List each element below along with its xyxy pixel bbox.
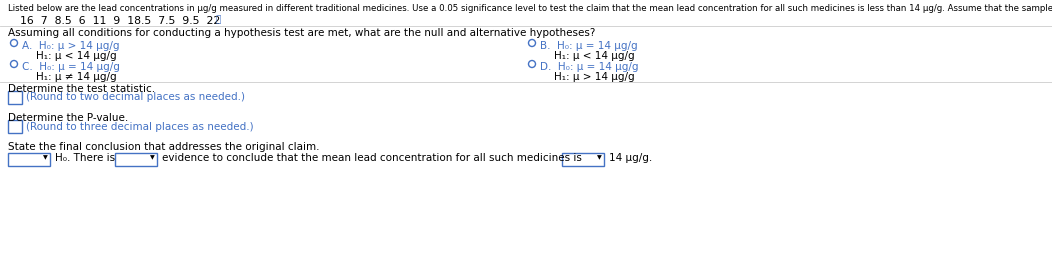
Text: D.  H₀: μ = 14 μg/g: D. H₀: μ = 14 μg/g — [540, 62, 639, 72]
Text: H₁: μ < 14 μg/g: H₁: μ < 14 μg/g — [36, 51, 117, 61]
FancyBboxPatch shape — [8, 153, 50, 166]
Text: Determine the P-value.: Determine the P-value. — [8, 113, 128, 123]
Text: A.  H₀: μ > 14 μg/g: A. H₀: μ > 14 μg/g — [22, 41, 120, 51]
Text: H₀. There is: H₀. There is — [55, 153, 115, 163]
Text: Determine the test statistic.: Determine the test statistic. — [8, 84, 155, 94]
FancyBboxPatch shape — [8, 120, 22, 133]
Text: C.  H₀: μ = 14 μg/g: C. H₀: μ = 14 μg/g — [22, 62, 120, 72]
Text: ▼: ▼ — [149, 155, 155, 161]
Text: B.  H₀: μ = 14 μg/g: B. H₀: μ = 14 μg/g — [540, 41, 638, 51]
Text: Listed below are the lead concentrations in μg/g measured in different tradition: Listed below are the lead concentrations… — [8, 4, 1052, 13]
Text: H₁: μ ≠ 14 μg/g: H₁: μ ≠ 14 μg/g — [36, 72, 117, 82]
Text: H₁: μ < 14 μg/g: H₁: μ < 14 μg/g — [554, 51, 634, 61]
Text: (Round to three decimal places as needed.): (Round to three decimal places as needed… — [26, 121, 254, 131]
FancyBboxPatch shape — [562, 153, 604, 166]
Text: H₁: μ > 14 μg/g: H₁: μ > 14 μg/g — [554, 72, 634, 82]
Text: State the final conclusion that addresses the original claim.: State the final conclusion that addresse… — [8, 142, 320, 152]
Text: ⧉: ⧉ — [215, 15, 220, 24]
FancyBboxPatch shape — [8, 91, 22, 104]
Text: ▼: ▼ — [596, 155, 602, 161]
Text: 16  7  8.5  6  11  9  18.5  7.5  9.5  22: 16 7 8.5 6 11 9 18.5 7.5 9.5 22 — [20, 16, 220, 26]
Text: evidence to conclude that the mean lead concentration for all such medicines is: evidence to conclude that the mean lead … — [162, 153, 582, 163]
Text: (Round to two decimal places as needed.): (Round to two decimal places as needed.) — [26, 92, 245, 102]
Text: 14 μg/g.: 14 μg/g. — [609, 153, 652, 163]
Text: Assuming all conditions for conducting a hypothesis test are met, what are the n: Assuming all conditions for conducting a… — [8, 28, 595, 38]
FancyBboxPatch shape — [115, 153, 157, 166]
Text: ▼: ▼ — [43, 155, 47, 161]
